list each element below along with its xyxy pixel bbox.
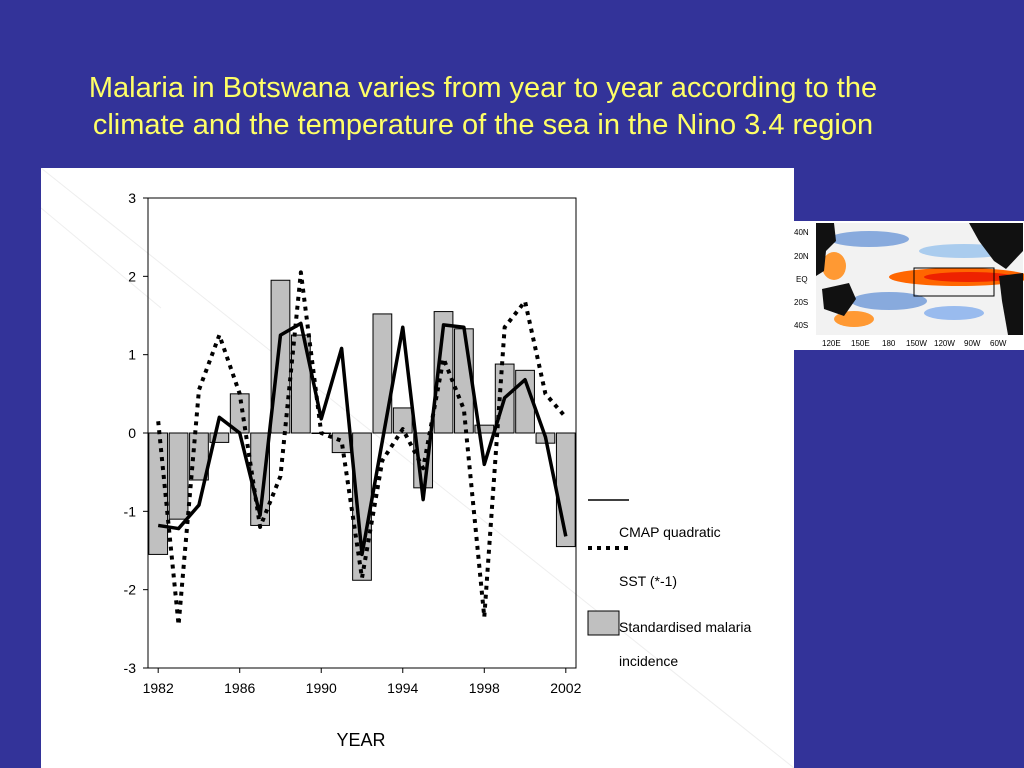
y-tick-label: -3 <box>124 660 137 676</box>
y-tick-label: 3 <box>128 190 136 206</box>
map-land-south-america <box>999 273 1023 335</box>
legend: CMAP quadratic SST (*-1) Standardised ma… <box>587 499 752 669</box>
malaria-bar <box>290 334 311 434</box>
map-lat-label: 40S <box>794 321 808 330</box>
map-anomaly-warm <box>924 272 1014 282</box>
map-lon-label: 120E <box>822 339 841 348</box>
map-lon-label: 120W <box>934 339 955 348</box>
legend-malaria-label: Standardised malaria <box>619 619 752 635</box>
map-land-asia <box>816 223 836 276</box>
y-tick-label: -1 <box>124 503 137 519</box>
x-tick-label: 1986 <box>224 680 255 696</box>
x-tick-label: 1994 <box>387 680 418 696</box>
x-axis-title: YEAR <box>336 730 385 750</box>
map-lat-label: EQ <box>796 275 808 284</box>
map-anomaly-blue <box>829 231 909 247</box>
x-tick-label: 1982 <box>143 680 174 696</box>
legend-malaria-swatch <box>587 610 620 636</box>
y-tick-label: 2 <box>128 268 136 284</box>
map-lat-label: 20S <box>794 298 808 307</box>
chart: 3 2 1 0 -1 -2 -3 1982 1986 1990 1994 1998 2002 YEAR… <box>41 168 794 768</box>
y-tick-label: -2 <box>124 582 137 598</box>
map-lat-label: 40N <box>794 228 809 237</box>
malaria-bar <box>270 279 291 434</box>
x-tick-label: 1990 <box>306 680 337 696</box>
map-land-north-america <box>969 223 1023 269</box>
nino-3-4-box <box>913 267 995 297</box>
nino-sst-map: 40N 20N EQ 20S 40S 120E 150E 180 150W 12… <box>794 221 1024 350</box>
y-axis: 3 2 1 0 -1 -2 -3 <box>124 190 148 676</box>
x-axis: 1982 1986 1990 1994 1998 2002 <box>143 668 582 696</box>
malaria-bar <box>352 432 372 581</box>
y-tick-label: 1 <box>128 347 136 363</box>
map-land-australia <box>822 283 856 316</box>
y-tick-label: 0 <box>128 425 136 441</box>
map-lon-label: 180 <box>882 339 896 348</box>
map-lon-label: 90W <box>964 339 981 348</box>
malaria-bar <box>433 311 454 434</box>
background-diagonal <box>41 207 162 309</box>
slide-title-line-1: Malaria in Botswana varies from year to … <box>88 72 878 104</box>
slide-title-line-2: climate and the temperature of the sea i… <box>92 109 874 141</box>
legend-cmap-label: CMAP quadratic <box>619 524 721 540</box>
nino-sst-map-image: 40N 20N EQ 20S 40S 120E 150E 180 150W 12… <box>794 223 1024 348</box>
map-lon-label: 150E <box>851 339 870 348</box>
x-tick-label: 2002 <box>550 680 581 696</box>
chart-panel: 3 2 1 0 -1 -2 -3 1982 1986 1990 1994 1998 2002 YEAR… <box>41 168 794 768</box>
map-anomaly-warm <box>822 252 846 280</box>
map-lat-label: 20N <box>794 252 809 261</box>
slide-title: Malaria in Botswana varies from year to … <box>0 70 966 144</box>
map-anomaly-blue <box>924 306 984 320</box>
malaria-bar <box>189 432 209 481</box>
cmap-series-line <box>157 321 568 557</box>
plot-layer <box>148 270 576 627</box>
malaria-bar <box>331 432 352 454</box>
malaria-bar <box>168 432 189 520</box>
malaria-bar <box>209 432 230 443</box>
legend-sst-label: SST (*-1) <box>619 573 677 589</box>
map-lon-label: 150W <box>906 339 927 348</box>
x-tick-label: 1998 <box>469 680 500 696</box>
legend-malaria-label-2: incidence <box>619 653 678 669</box>
malaria-bar <box>372 313 393 434</box>
map-lon-label: 60W <box>990 339 1007 348</box>
map-anomaly-blue <box>851 292 927 310</box>
